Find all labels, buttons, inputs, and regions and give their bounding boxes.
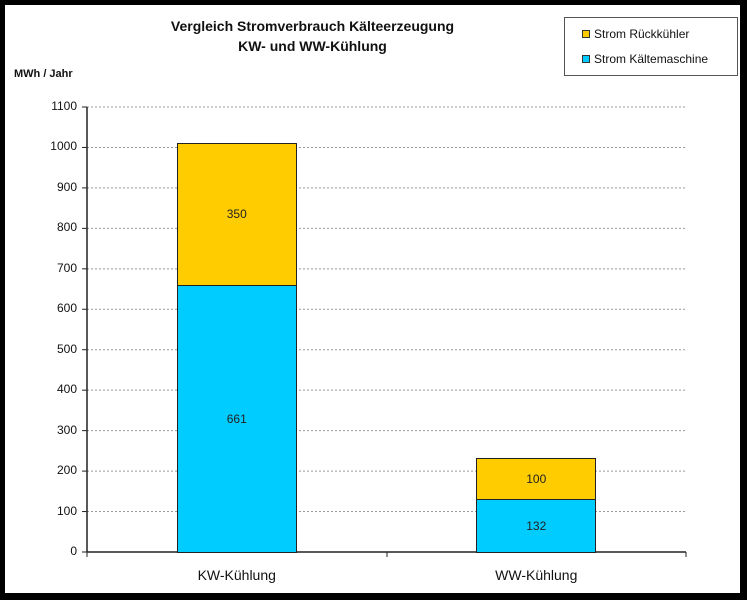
x-tick-label: KW-Kühlung (197, 567, 276, 583)
data-label: 100 (526, 471, 547, 486)
legend: Strom Rückkühler Strom Kältemaschine (564, 17, 738, 76)
legend-label: Strom Kältemaschine (594, 52, 709, 66)
bar-segment: 100 (476, 458, 597, 500)
legend-swatch-kaeltemaschine (582, 55, 590, 63)
legend-label: Strom Rückkühler (594, 27, 690, 41)
y-ticks (82, 106, 87, 553)
legend-swatch-rueckkuehler (582, 30, 590, 38)
bar-segment: 132 (476, 498, 597, 553)
chart-title-line1: Vergleich Stromverbrauch Kälteerzeugung (170, 18, 455, 34)
y-tick-label: 800 (56, 220, 77, 235)
legend-item-kaeltemaschine: Strom Kältemaschine (582, 52, 708, 66)
x-tick-label: WW-Kühlung (495, 567, 578, 583)
y-tick-label: 700 (56, 260, 77, 275)
chart-title: Vergleich Stromverbrauch Kälteerzeugung … (0, 16, 680, 56)
chart-title-line2: KW- und WW-Kühlung (238, 38, 387, 54)
y-tick-label: 600 (56, 301, 77, 316)
data-label: 350 (226, 207, 247, 222)
chart-frame (5, 5, 740, 593)
y-tick-label: 1000 (50, 139, 77, 154)
data-label: 661 (226, 411, 247, 426)
y-tick-label: 200 (56, 463, 77, 478)
data-label: 132 (526, 518, 547, 533)
y-tick-label: 100 (56, 503, 77, 518)
y-axis-label: MWh / Jahr (14, 68, 73, 80)
bar-segment: 350 (176, 143, 297, 286)
y-tick-label: 300 (56, 422, 77, 437)
y-tick-label: 1100 (51, 99, 77, 113)
y-tick-label: 900 (56, 179, 77, 194)
y-tick-label: 0 (70, 544, 77, 558)
y-tick-label: 500 (56, 341, 77, 356)
y-tick-label: 400 (56, 382, 77, 397)
legend-item-rueckkuehler: Strom Rückkühler (582, 27, 689, 41)
bar-segment: 661 (176, 284, 297, 553)
